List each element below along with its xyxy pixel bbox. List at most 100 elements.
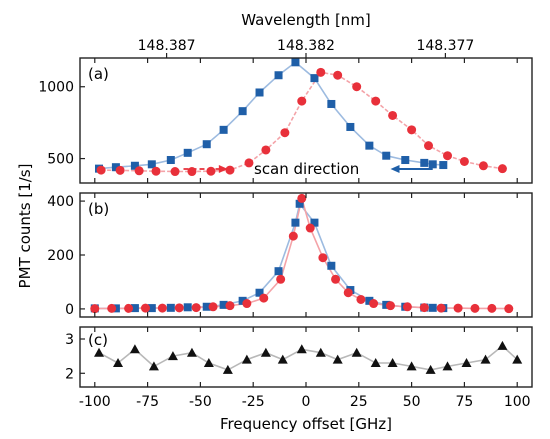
data-point-circle — [225, 301, 235, 311]
data-point-triangle — [222, 364, 233, 374]
data-point-triangle — [497, 340, 508, 350]
data-point-triangle — [241, 354, 252, 364]
data-point-square — [202, 140, 211, 149]
data-point-circle — [140, 303, 150, 313]
data-point-circle — [478, 161, 488, 171]
data-point-circle — [107, 303, 117, 313]
data-point-circle — [419, 303, 429, 313]
top-tick-label: 148.382 — [277, 38, 335, 54]
data-point-circle — [242, 299, 252, 309]
data-point-circle — [352, 82, 362, 92]
data-point-circle — [504, 304, 514, 314]
data-point-square — [111, 163, 120, 172]
data-point-circle — [206, 166, 216, 176]
data-point-circle — [174, 303, 184, 313]
data-point-circle — [261, 145, 271, 155]
data-point-square — [183, 303, 192, 312]
data-point-circle — [487, 303, 497, 313]
data-point-square — [238, 107, 247, 116]
data-point-square — [291, 218, 300, 227]
y-tick-label: 3 — [65, 332, 74, 348]
data-point-square — [310, 218, 319, 227]
data-point-square — [130, 304, 139, 313]
data-point-circle — [443, 151, 453, 161]
y-tick-label: 1000 — [38, 80, 74, 96]
data-point-triangle — [277, 354, 288, 364]
data-point-square — [202, 302, 211, 311]
data-point-circle — [297, 96, 307, 106]
panel-a-label: (a) — [88, 65, 109, 83]
series-line-red — [101, 71, 503, 173]
data-point-square — [147, 304, 156, 313]
red-arrow-head — [218, 165, 228, 173]
data-point-square — [219, 125, 228, 134]
data-point-triangle — [512, 354, 523, 364]
data-point-circle — [157, 303, 167, 313]
data-point-triangle — [406, 361, 417, 371]
data-point-triangle — [480, 354, 491, 364]
panel-c-label: (c) — [88, 331, 108, 349]
y-tick-label: 2 — [65, 366, 74, 382]
data-point-triangle — [442, 361, 453, 371]
data-point-square — [183, 148, 192, 157]
data-point-circle — [424, 141, 434, 151]
data-point-circle — [276, 274, 286, 284]
data-point-square — [219, 300, 228, 309]
data-point-triangle — [332, 354, 343, 364]
data-point-square — [365, 141, 374, 150]
data-point-circle — [225, 165, 235, 175]
data-point-square — [130, 161, 139, 170]
data-point-square — [295, 199, 304, 208]
data-point-triangle — [113, 358, 124, 367]
data-point-circle — [288, 231, 298, 241]
data-point-square — [327, 99, 336, 108]
data-point-square — [291, 58, 300, 67]
data-point-circle — [318, 253, 328, 263]
x-tick-label: 100 — [504, 394, 531, 410]
y-tick-label: 200 — [47, 248, 74, 264]
data-point-circle — [402, 302, 412, 312]
data-point-circle — [385, 301, 395, 311]
data-point-circle — [115, 165, 125, 175]
x-tick-label: 50 — [403, 394, 421, 410]
data-point-triangle — [315, 347, 326, 357]
data-point-triangle — [461, 358, 472, 367]
x-tick-label: -100 — [79, 394, 111, 410]
y-tick-label: 500 — [47, 152, 74, 168]
data-point-circle — [331, 274, 341, 284]
data-point-square — [166, 156, 175, 165]
data-point-triangle — [387, 358, 398, 367]
data-point-triangle — [148, 361, 159, 371]
x-tick-label: -75 — [136, 394, 159, 410]
data-point-square — [274, 71, 283, 80]
data-point-circle — [470, 303, 480, 313]
data-point-circle — [134, 166, 144, 176]
data-point-triangle — [167, 351, 178, 361]
data-point-square — [327, 261, 336, 270]
data-point-square — [365, 296, 374, 305]
data-point-circle — [297, 193, 307, 203]
panel-frame — [79, 326, 533, 388]
series-line-red — [94, 198, 509, 310]
data-point-circle — [191, 303, 201, 313]
x-tick-label: -25 — [242, 394, 265, 410]
data-point-circle — [151, 166, 161, 176]
data-point-triangle — [296, 344, 307, 354]
data-point-circle — [343, 288, 353, 298]
data-point-square — [428, 160, 437, 169]
data-point-circle — [356, 294, 366, 304]
data-point-circle — [497, 164, 507, 174]
data-point-square — [255, 88, 264, 97]
data-point-circle — [208, 302, 218, 312]
data-point-square — [428, 303, 437, 312]
data-point-circle — [369, 299, 379, 309]
x-tick-label: 25 — [350, 394, 368, 410]
top-axis-title: Wavelength [nm] — [241, 11, 371, 29]
data-point-circle — [96, 165, 106, 175]
data-point-circle — [436, 303, 446, 313]
data-point-circle — [333, 70, 343, 80]
data-point-circle — [305, 223, 315, 233]
data-point-circle — [316, 67, 326, 77]
data-point-square — [401, 156, 410, 165]
blue-arrow-head — [390, 165, 400, 173]
